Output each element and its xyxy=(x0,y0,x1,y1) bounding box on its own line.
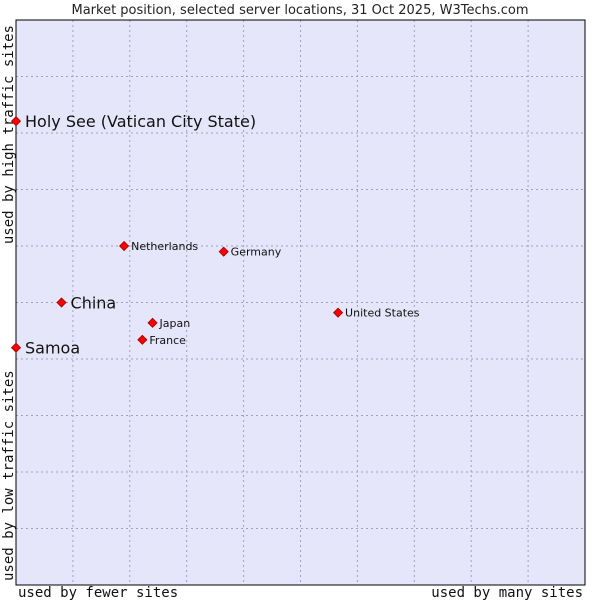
point-germany: Germany xyxy=(218,246,282,259)
plot-border xyxy=(15,19,586,586)
point-marker-united-states xyxy=(332,307,344,318)
point-label-samoa: Samoa xyxy=(25,339,80,358)
point-label-france: France xyxy=(149,334,186,347)
grid-lines xyxy=(16,20,585,585)
point-marker-samoa xyxy=(10,342,22,353)
data-points: Holy See (Vatican City State) Netherlands… xyxy=(10,112,420,358)
chart-title: Market position, selected server locatio… xyxy=(71,3,528,18)
point-marker-france xyxy=(137,334,148,345)
point-marker-japan xyxy=(147,317,158,328)
point-france: France xyxy=(137,334,186,347)
point-marker-netherlands xyxy=(119,240,130,252)
point-japan: Japan xyxy=(147,317,191,330)
point-marker-germany xyxy=(218,246,229,257)
y-axis-label-top: used by high traffic sites xyxy=(1,25,17,244)
y-axis-label-bottom: used by low traffic sites xyxy=(1,370,17,581)
point-united-states: United States xyxy=(332,307,420,320)
point-marker-holy-see-vatican-city-state xyxy=(10,116,22,127)
point-china: China xyxy=(56,294,117,313)
point-samoa: Samoa xyxy=(10,339,80,358)
point-netherlands: Netherlands xyxy=(119,240,198,253)
point-holy-see-vatican-city-state: Holy See (Vatican City State) xyxy=(10,112,256,131)
point-label-netherlands: Netherlands xyxy=(131,240,198,253)
point-label-holy-see-vatican-city-state: Holy See (Vatican City State) xyxy=(25,112,256,131)
point-label-germany: Germany xyxy=(231,246,282,259)
point-label-united-states: United States xyxy=(345,307,420,320)
point-marker-china xyxy=(56,297,67,308)
x-axis-label-left: used by fewer sites xyxy=(18,585,178,600)
point-label-japan: Japan xyxy=(159,317,191,330)
x-axis-label-right: used by many sites xyxy=(431,585,583,600)
point-label-china: China xyxy=(71,294,117,313)
